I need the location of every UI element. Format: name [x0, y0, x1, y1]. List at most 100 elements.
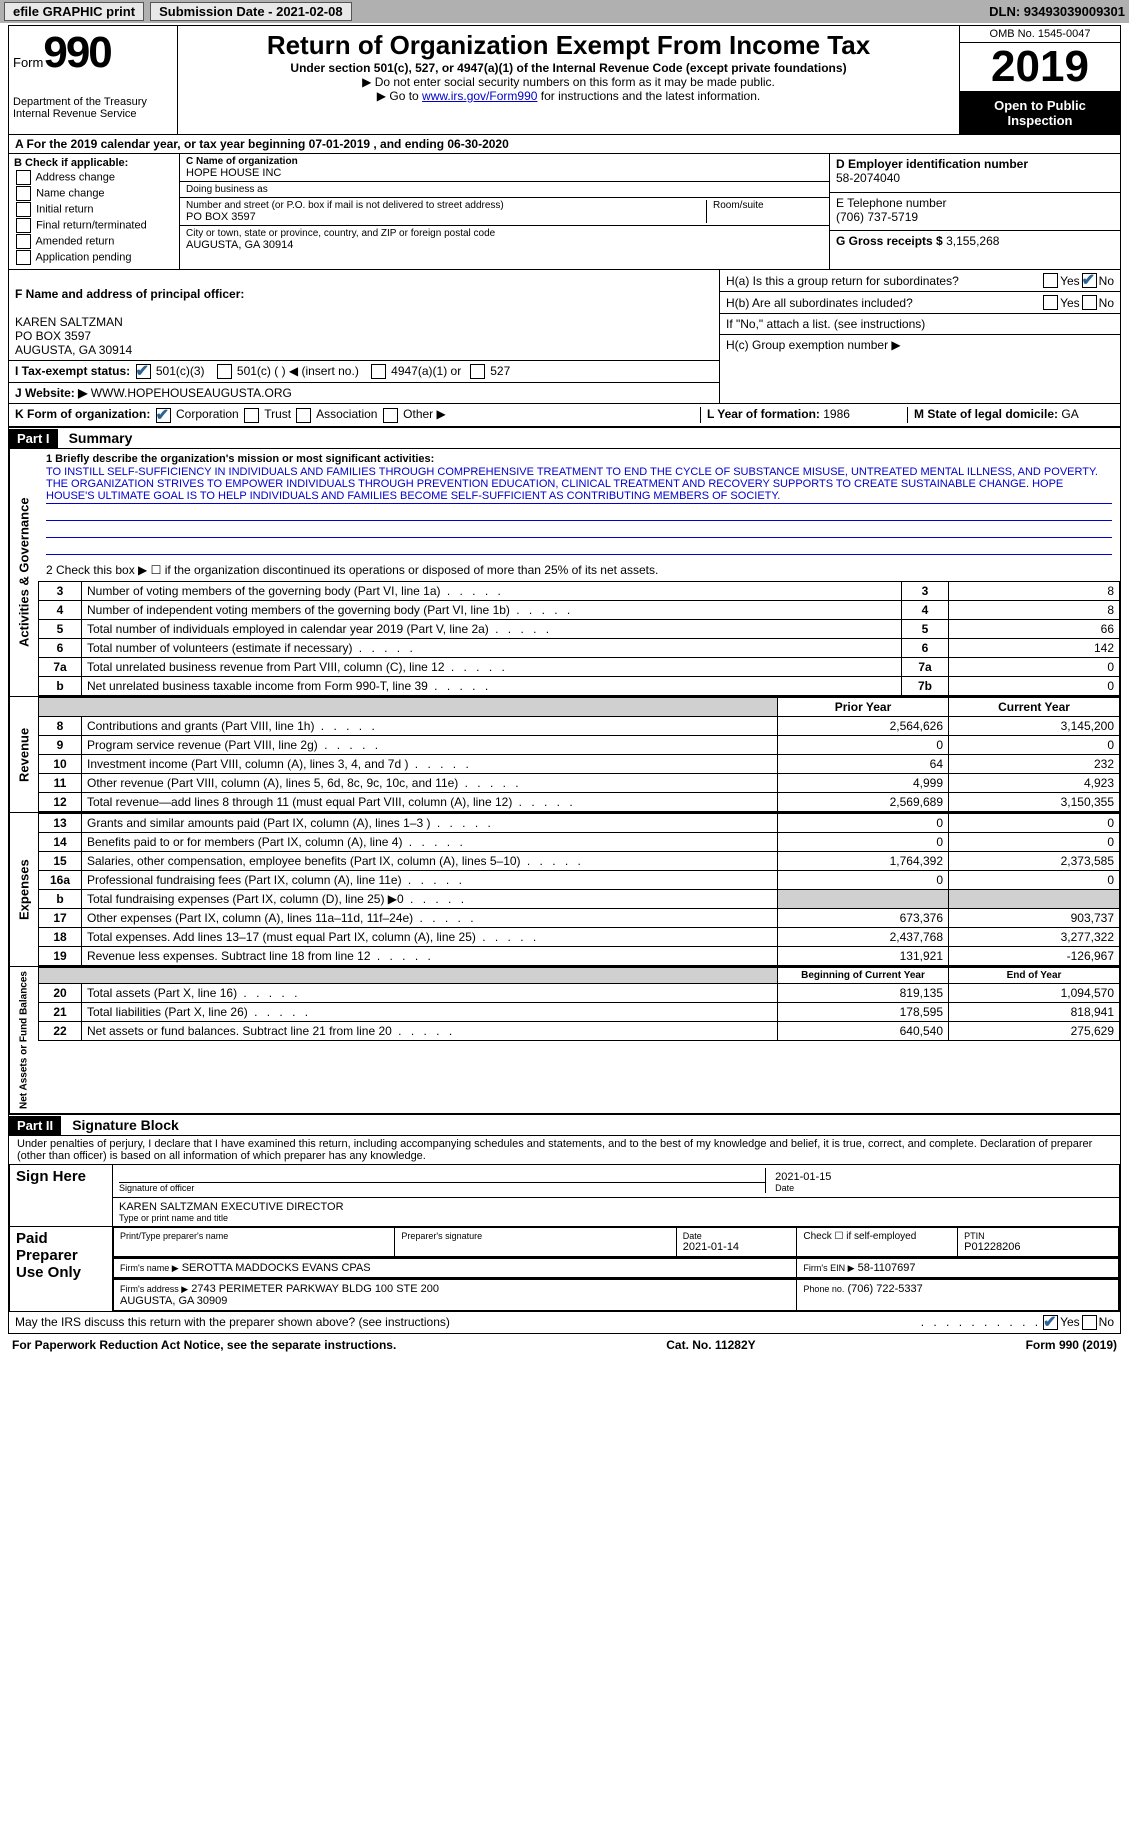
table-row: bNet unrelated business taxable income f…: [39, 676, 1120, 695]
form-990: Form990 Department of the Treasury Inter…: [8, 25, 1121, 1334]
ein: 58-2074040: [836, 171, 1114, 185]
note-link: ▶ Go to www.irs.gov/Form990 for instruct…: [186, 89, 951, 103]
sign-here: Sign Here: [10, 1164, 113, 1226]
firm-ein: 58-1107697: [858, 1262, 916, 1274]
chk-4947[interactable]: [371, 364, 386, 379]
dln: DLN: 93493039009301: [989, 4, 1125, 19]
firm-name: SEROTTA MADDOCKS EVANS CPAS: [182, 1262, 371, 1274]
side-expenses: Expenses: [9, 813, 38, 966]
officer-name-title: KAREN SALTZMAN EXECUTIVE DIRECTOR: [119, 1201, 1113, 1213]
chk-app-pending[interactable]: [16, 250, 31, 265]
chk-discuss-yes[interactable]: [1043, 1315, 1058, 1330]
col-de: D Employer identification number 58-2074…: [829, 154, 1120, 269]
header-center: Return of Organization Exempt From Incom…: [178, 26, 959, 134]
form-header: Form990 Department of the Treasury Inter…: [9, 26, 1120, 135]
table-row: bTotal fundraising expenses (Part IX, co…: [39, 889, 1120, 908]
table-row: 16aProfessional fundraising fees (Part I…: [39, 870, 1120, 889]
side-net-assets: Net Assets or Fund Balances: [9, 967, 38, 1113]
row-a-tax-year: A For the 2019 calendar year, or tax yea…: [9, 135, 1120, 154]
website: WWW.HOPEHOUSEAUGUSTA.ORG: [91, 386, 292, 400]
chk-527[interactable]: [470, 364, 485, 379]
chk-address-change[interactable]: [16, 170, 31, 185]
part1-header: Part I Summary: [9, 427, 1120, 449]
table-row: 8Contributions and grants (Part VIII, li…: [39, 716, 1120, 735]
table-row: 3Number of voting members of the governi…: [39, 581, 1120, 600]
mission-text: TO INSTILL SELF-SUFFICIENCY IN INDIVIDUA…: [46, 465, 1112, 504]
part1-net-assets: Net Assets or Fund Balances Beginning of…: [9, 966, 1120, 1114]
governance-table: 3Number of voting members of the governi…: [38, 581, 1120, 696]
chk-assoc[interactable]: [296, 408, 311, 423]
state-domicile: GA: [1061, 407, 1078, 421]
table-row: 13Grants and similar amounts paid (Part …: [39, 813, 1120, 832]
chk-501c[interactable]: [217, 364, 232, 379]
col-b-checkboxes: B Check if applicable: Address change Na…: [9, 154, 180, 269]
irs-link[interactable]: www.irs.gov/Form990: [422, 89, 537, 103]
chk-trust[interactable]: [244, 408, 259, 423]
chk-name-change[interactable]: [16, 186, 31, 201]
table-row: 5Total number of individuals employed in…: [39, 619, 1120, 638]
chk-501c3[interactable]: [136, 364, 151, 379]
row-klm: K Form of organization: Corporation Trus…: [9, 404, 1120, 426]
form-title: Return of Organization Exempt From Incom…: [186, 30, 951, 61]
chk-final-return[interactable]: [16, 218, 31, 233]
chk-hb-yes[interactable]: [1043, 295, 1058, 310]
form-number: 990: [43, 28, 110, 77]
phone: (706) 737-5719: [836, 210, 1114, 224]
expenses-table: 13Grants and similar amounts paid (Part …: [38, 813, 1120, 966]
table-row: 17Other expenses (Part IX, column (A), l…: [39, 908, 1120, 927]
col-c-org-info: C Name of organization HOPE HOUSE INC Do…: [180, 154, 829, 269]
table-row: 4Number of independent voting members of…: [39, 600, 1120, 619]
dept-treasury: Department of the Treasury Internal Reve…: [13, 96, 173, 120]
submission-date: Submission Date - 2021-02-08: [150, 2, 352, 21]
table-row: 6Total number of volunteers (estimate if…: [39, 638, 1120, 657]
prep-date: 2021-01-14: [683, 1241, 739, 1253]
city-state-zip: AUGUSTA, GA 30914: [186, 239, 823, 251]
omb-number: OMB No. 1545-0047: [960, 26, 1120, 43]
section-bcde: B Check if applicable: Address change Na…: [9, 154, 1120, 270]
table-row: 14Benefits paid to or for members (Part …: [39, 832, 1120, 851]
table-row: 18Total expenses. Add lines 13–17 (must …: [39, 927, 1120, 946]
section-fhij: F Name and address of principal officer:…: [9, 270, 1120, 404]
table-row: 10Investment income (Part VIII, column (…: [39, 754, 1120, 773]
side-revenue: Revenue: [9, 697, 38, 812]
tax-exempt-status: I Tax-exempt status: 501(c)(3) 501(c) ( …: [9, 361, 719, 383]
part1-revenue: Revenue Prior YearCurrent Year 8Contribu…: [9, 696, 1120, 812]
chk-initial-return[interactable]: [16, 202, 31, 217]
part1-governance: Activities & Governance 1 Briefly descri…: [9, 449, 1120, 696]
chk-corp[interactable]: [156, 408, 171, 423]
chk-hb-no[interactable]: [1082, 295, 1097, 310]
table-row: 7aTotal unrelated business revenue from …: [39, 657, 1120, 676]
table-row: 19Revenue less expenses. Subtract line 1…: [39, 946, 1120, 965]
table-row: 22Net assets or fund balances. Subtract …: [39, 1021, 1120, 1040]
officer-info: KAREN SALTZMAN PO BOX 3597 AUGUSTA, GA 3…: [15, 315, 132, 357]
form-subtitle: Under section 501(c), 527, or 4947(a)(1)…: [186, 61, 951, 75]
chk-other[interactable]: [383, 408, 398, 423]
ptin: P01228206: [964, 1241, 1020, 1253]
part1-expenses: Expenses 13Grants and similar amounts pa…: [9, 812, 1120, 966]
chk-ha-yes[interactable]: [1043, 273, 1058, 288]
header-left: Form990 Department of the Treasury Inter…: [9, 26, 178, 134]
part2-header: Part II Signature Block: [9, 1114, 1120, 1136]
irs-discuss-row: May the IRS discuss this return with the…: [9, 1312, 1120, 1333]
form-word: Form: [13, 55, 43, 70]
tax-year: 2019: [960, 43, 1120, 92]
declaration: Under penalties of perjury, I declare th…: [9, 1136, 1120, 1164]
q2-checkbox-line: 2 Check this box ▶ ☐ if the organization…: [38, 559, 1120, 581]
table-row: 12Total revenue—add lines 8 through 11 (…: [39, 792, 1120, 811]
table-row: 11Other revenue (Part VIII, column (A), …: [39, 773, 1120, 792]
firm-phone: (706) 722-5337: [848, 1283, 923, 1295]
side-governance: Activities & Governance: [9, 449, 38, 696]
top-bar: efile GRAPHIC print Submission Date - 20…: [0, 0, 1129, 23]
org-name: HOPE HOUSE INC: [186, 167, 823, 179]
year-formation: 1986: [823, 407, 850, 421]
chk-amended[interactable]: [16, 234, 31, 249]
gross-receipts: 3,155,268: [946, 234, 999, 248]
chk-ha-no[interactable]: [1082, 273, 1097, 288]
efile-print-button[interactable]: efile GRAPHIC print: [4, 2, 144, 21]
revenue-table: Prior YearCurrent Year 8Contributions an…: [38, 697, 1120, 812]
open-inspection: Open to Public Inspection: [960, 92, 1120, 134]
table-row: 20Total assets (Part X, line 16)819,1351…: [39, 983, 1120, 1002]
table-row: 9Program service revenue (Part VIII, lin…: [39, 735, 1120, 754]
chk-discuss-no[interactable]: [1082, 1315, 1097, 1330]
header-right: OMB No. 1545-0047 2019 Open to Public In…: [959, 26, 1120, 134]
